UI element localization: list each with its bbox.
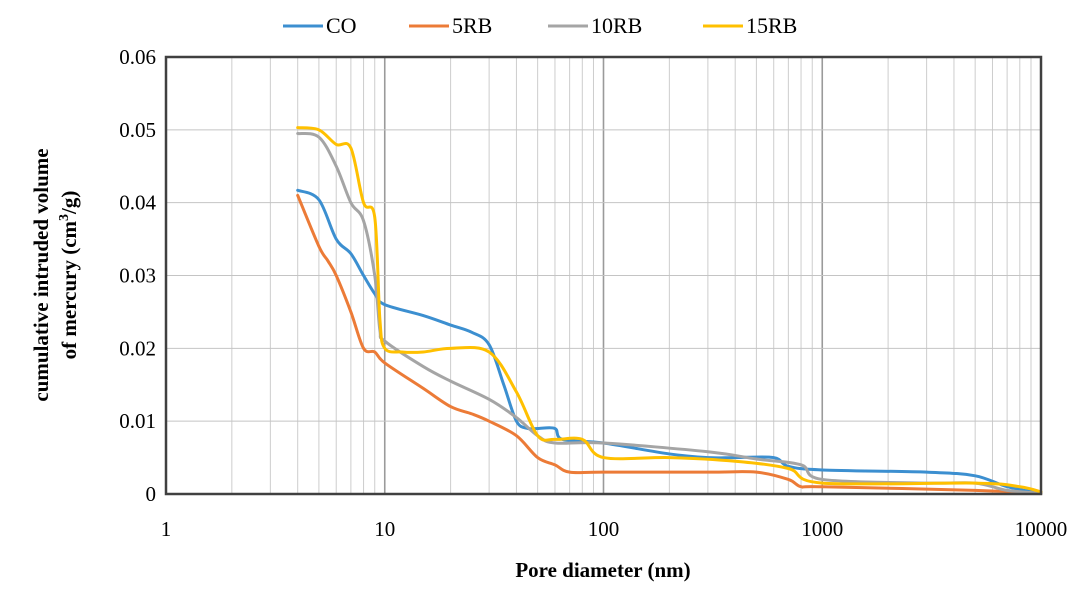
tick-layer: 1 10 100 1000 10000 0 0.01 0.02 0.03 0.04 0.05 0.06 <box>119 45 1067 541</box>
y-axis-title-line1: cumulative intruded volume <box>29 148 53 401</box>
series-line-10rb <box>296 131 1043 495</box>
y-tick-label: 0.05 <box>119 118 156 142</box>
x-tick-label: 100 <box>588 517 620 541</box>
x-axis-title: Pore diameter (nm) <box>515 558 690 582</box>
x-tick-label: 1000 <box>801 517 843 541</box>
y-axis-title-suffix: /g) <box>57 191 81 215</box>
series-layer <box>296 126 1043 495</box>
y-tick-label: 0.03 <box>119 264 156 288</box>
y-axis-title: cumulative intruded volume of mercury (c… <box>29 148 81 401</box>
legend-label-15rb: 15RB <box>746 13 797 38</box>
y-axis-title-line2: of mercury (cm3/g) <box>57 191 81 360</box>
y-tick-label: 0.04 <box>119 191 156 215</box>
y-axis-title-prefix: of mercury (cm <box>57 220 81 359</box>
series-line-5rb <box>296 193 1043 495</box>
plot-frame <box>164 55 1043 496</box>
x-tick-label: 1 <box>161 517 172 541</box>
legend-label-5rb: 5RB <box>452 13 492 38</box>
series-line-15rb <box>296 126 1043 494</box>
legend-label-co: CO <box>326 13 357 38</box>
legend: CO 5RB 10RB 15RB <box>283 13 797 38</box>
y-tick-label: 0.02 <box>119 336 156 360</box>
grid-layer <box>165 56 1041 495</box>
legend-label-10rb: 10RB <box>591 13 642 38</box>
x-tick-label: 10 <box>374 517 395 541</box>
x-tick-label: 10000 <box>1015 517 1068 541</box>
y-tick-label: 0.01 <box>119 409 156 433</box>
y-axis-title-sup: 3 <box>57 214 72 221</box>
y-tick-label: 0 <box>146 482 157 506</box>
y-tick-label: 0.06 <box>119 45 156 69</box>
